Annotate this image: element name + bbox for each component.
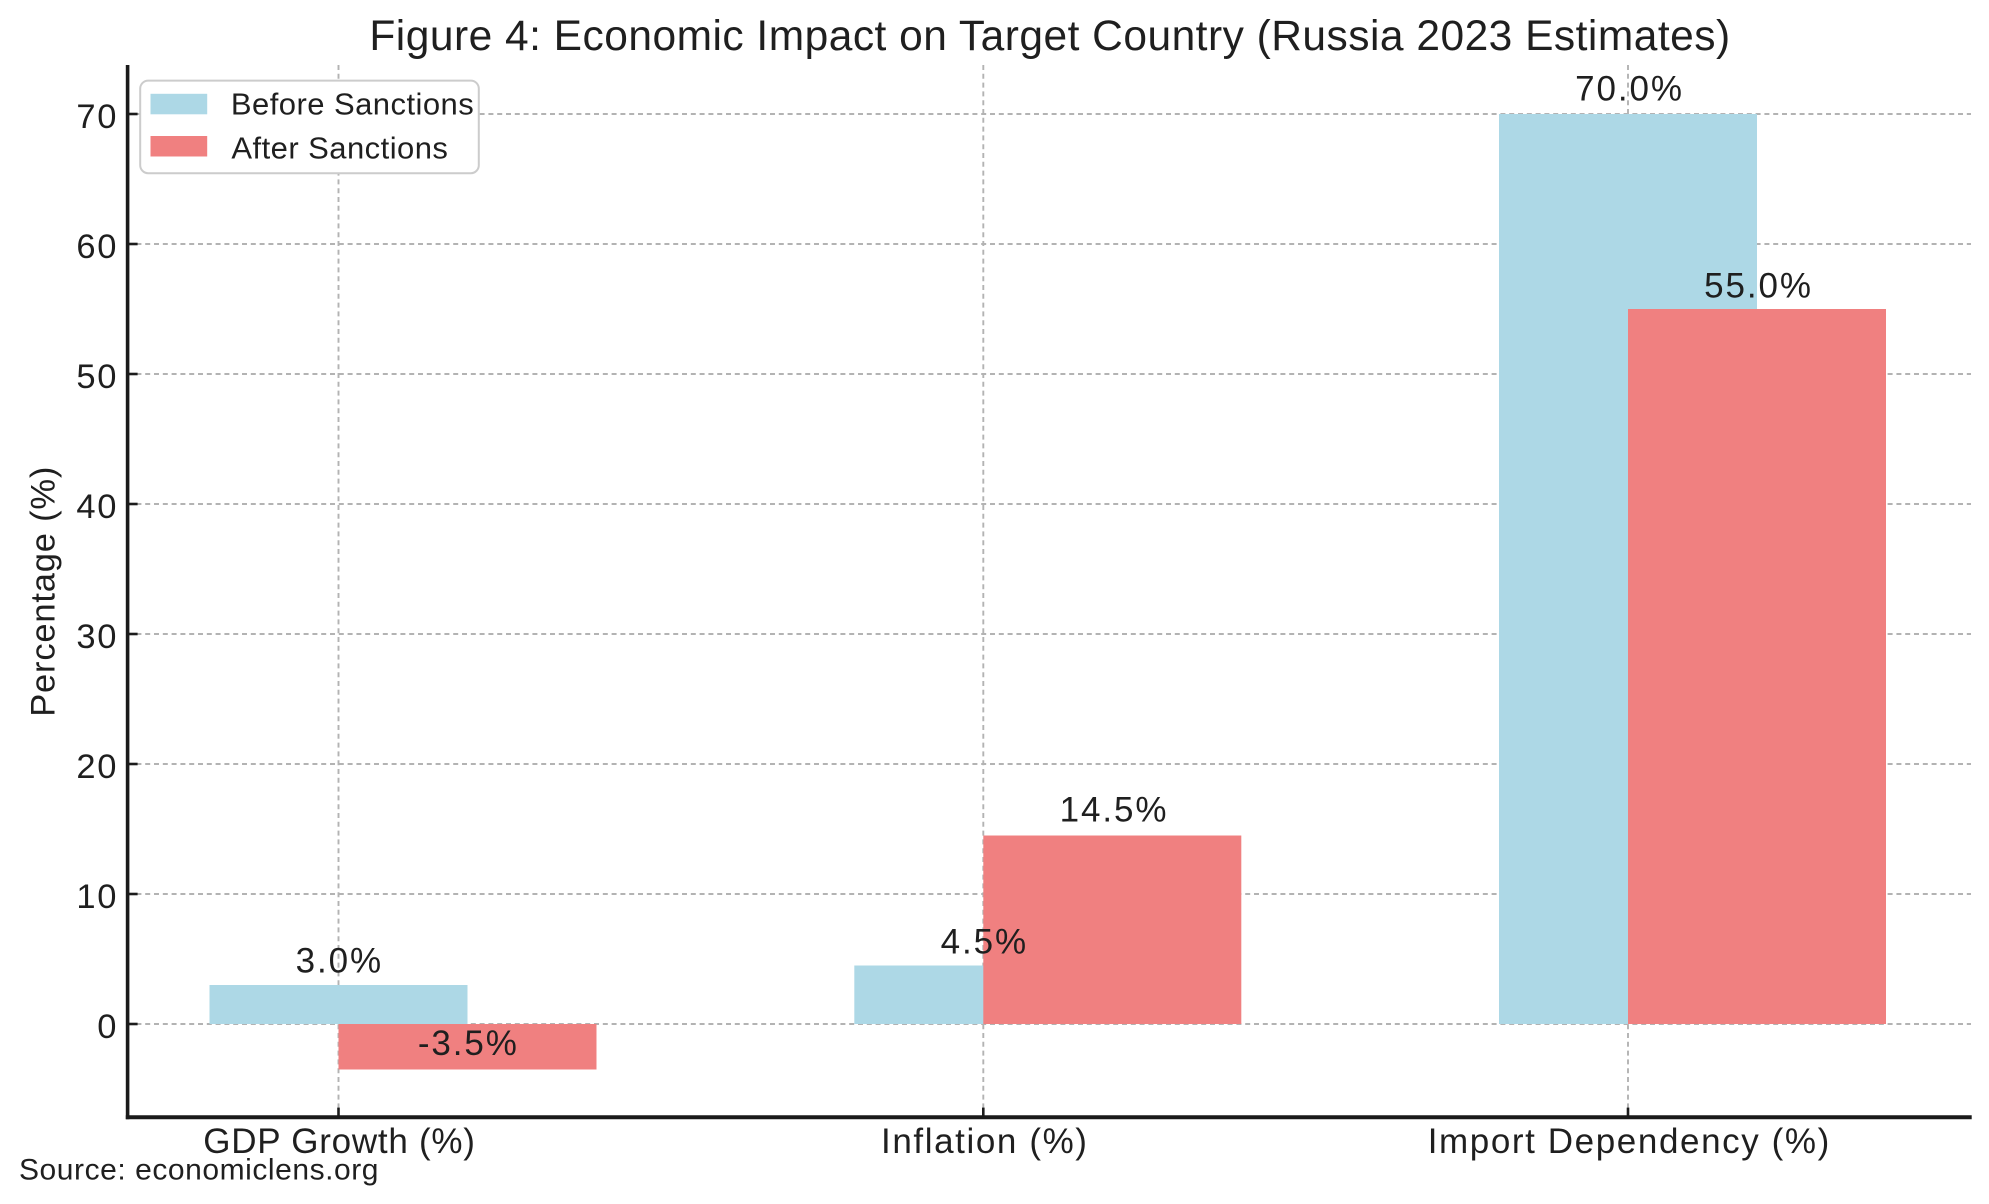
svg-text:Import Dependency (%): Import Dependency (%) bbox=[1428, 1122, 1831, 1161]
svg-text:40: 40 bbox=[76, 488, 118, 526]
svg-text:10: 10 bbox=[76, 878, 118, 916]
svg-text:-3.5%: -3.5% bbox=[418, 1024, 519, 1063]
svg-text:Source: economiclens.org: Source: economiclens.org bbox=[19, 1154, 379, 1187]
svg-text:4.5%: 4.5% bbox=[941, 923, 1028, 962]
svg-text:Before Sanctions: Before Sanctions bbox=[231, 87, 474, 122]
svg-text:Figure 4: Economic Impact on T: Figure 4: Economic Impact on Target Coun… bbox=[369, 13, 1730, 60]
svg-text:70.0%: 70.0% bbox=[1575, 70, 1684, 109]
svg-text:GDP Growth (%): GDP Growth (%) bbox=[203, 1122, 475, 1161]
svg-text:0: 0 bbox=[97, 1008, 118, 1046]
svg-text:70: 70 bbox=[76, 98, 118, 136]
svg-text:Percentage (%): Percentage (%) bbox=[25, 466, 63, 717]
svg-text:55.0%: 55.0% bbox=[1704, 267, 1813, 306]
svg-text:50: 50 bbox=[76, 358, 118, 396]
svg-text:20: 20 bbox=[76, 748, 118, 786]
svg-text:Inflation (%): Inflation (%) bbox=[881, 1122, 1089, 1161]
svg-text:60: 60 bbox=[76, 228, 118, 266]
svg-text:3.0%: 3.0% bbox=[296, 942, 383, 981]
svg-text:30: 30 bbox=[76, 618, 118, 656]
svg-text:After Sanctions: After Sanctions bbox=[231, 130, 448, 165]
svg-text:14.5%: 14.5% bbox=[1060, 791, 1169, 830]
